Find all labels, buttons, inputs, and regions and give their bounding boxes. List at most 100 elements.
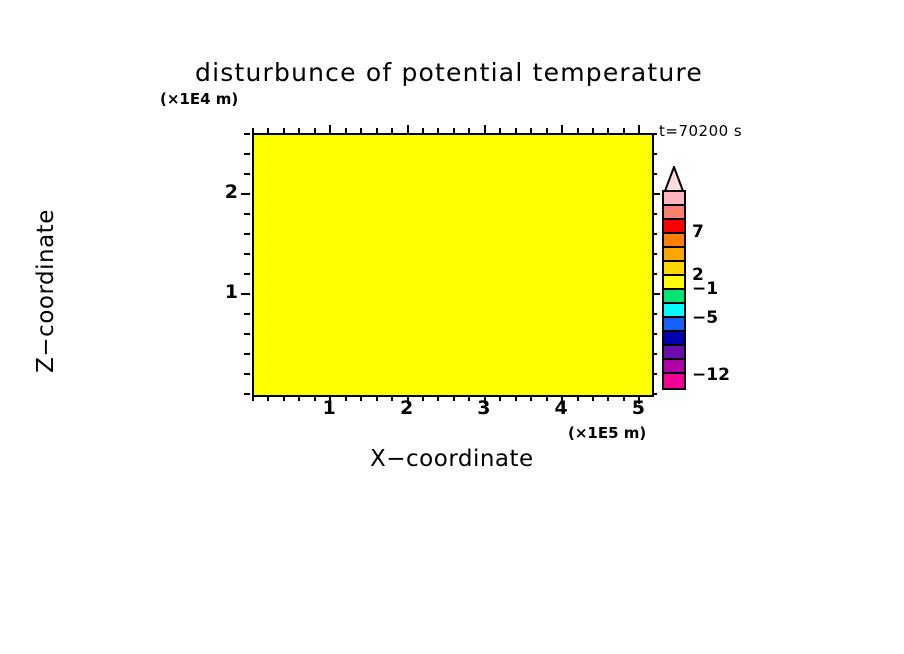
tick-mark	[453, 128, 455, 133]
tick-mark	[298, 395, 300, 401]
tick-mark	[422, 128, 424, 133]
colorbar-segment	[664, 206, 684, 220]
tick-mark	[652, 153, 657, 155]
tick-mark	[244, 173, 250, 175]
tick-mark	[244, 253, 250, 255]
tick-mark	[530, 395, 532, 401]
tick-mark	[652, 233, 657, 235]
temperature-field-heatmap	[254, 135, 652, 395]
tick-mark	[267, 128, 269, 133]
tick-mark	[468, 395, 470, 401]
contour-plot-area	[252, 133, 654, 397]
x-tick-label: 3	[477, 397, 491, 419]
y-tick-label: 2	[224, 181, 238, 203]
colorbar-segment	[664, 192, 684, 206]
title-text: disturbunce of potential temperature	[195, 58, 703, 87]
tick-mark	[652, 213, 657, 215]
colorbar-tick-label: −5	[692, 307, 719, 328]
tick-mark	[241, 293, 250, 295]
tick-mark	[391, 395, 393, 401]
tick-mark	[283, 128, 285, 133]
colorbar-segment	[664, 248, 684, 262]
tick-mark	[298, 128, 300, 133]
colorbar-segment	[664, 304, 684, 318]
tick-mark	[244, 373, 250, 375]
tick-mark	[244, 213, 250, 215]
x-axis-unit-label: (×1E5 m)	[568, 424, 647, 442]
tick-mark	[652, 253, 657, 255]
tick-mark	[592, 128, 594, 133]
tick-mark	[468, 128, 470, 133]
tick-mark	[244, 153, 250, 155]
tick-mark	[244, 313, 250, 315]
tick-mark	[422, 395, 424, 401]
tick-mark	[652, 193, 660, 195]
tick-mark	[592, 395, 594, 401]
tick-mark	[360, 128, 362, 133]
colorbar-segment	[664, 290, 684, 304]
tick-mark	[244, 233, 250, 235]
tick-mark	[652, 273, 657, 275]
colorbar-segment	[664, 346, 684, 360]
tick-mark	[360, 395, 362, 401]
tick-mark	[453, 395, 455, 401]
tick-mark	[391, 128, 393, 133]
tick-mark	[376, 395, 378, 401]
tick-mark	[515, 395, 517, 401]
colorbar-segment	[664, 220, 684, 234]
colorbar-segment	[664, 276, 684, 290]
tick-mark	[484, 395, 486, 404]
tick-mark	[577, 395, 579, 401]
tick-mark	[652, 393, 657, 395]
tick-mark	[329, 125, 331, 133]
tick-mark	[376, 128, 378, 133]
tick-mark	[546, 395, 548, 401]
tick-mark	[407, 395, 409, 404]
y-axis-unit-label: (×1E4 m)	[160, 90, 239, 108]
tick-mark	[244, 333, 250, 335]
colorbar-tick-label: 7	[692, 221, 704, 242]
colorbar-segment	[664, 332, 684, 346]
x-tick-label: 2	[399, 397, 414, 419]
tick-mark	[252, 128, 254, 133]
tick-mark	[546, 128, 548, 133]
page-title: disturbunce of potential temperature	[0, 58, 904, 87]
tick-mark	[515, 128, 517, 133]
tick-mark	[484, 125, 486, 133]
tick-mark	[314, 128, 316, 133]
colorbar-segment	[664, 374, 684, 388]
tick-mark	[623, 395, 625, 401]
x-axis-title: X−coordinate	[370, 446, 534, 472]
tick-mark	[499, 128, 501, 133]
tick-mark	[499, 395, 501, 401]
tick-mark	[638, 395, 640, 404]
tick-mark	[437, 128, 439, 133]
x-tick-label: 5	[631, 397, 646, 419]
timestamp-label: t=70200 s	[659, 122, 743, 140]
x-tick-label: 4	[554, 397, 568, 419]
colorbar-segment	[664, 262, 684, 276]
colorbar-tick-label: −12	[692, 364, 730, 385]
tick-mark	[607, 395, 609, 401]
tick-mark	[652, 373, 657, 375]
tick-mark	[652, 353, 657, 355]
tick-mark	[577, 128, 579, 133]
tick-mark	[244, 353, 250, 355]
tick-mark	[244, 133, 250, 135]
tick-mark	[437, 395, 439, 401]
colorbar	[662, 190, 686, 390]
tick-mark	[314, 395, 316, 401]
tick-mark	[652, 313, 657, 315]
tick-mark	[561, 125, 563, 133]
y-tick-label: 1	[224, 281, 238, 303]
tick-mark	[652, 173, 657, 175]
tick-mark	[345, 128, 347, 133]
tick-mark	[652, 133, 657, 135]
tick-mark	[561, 395, 563, 404]
tick-mark	[267, 395, 269, 401]
tick-mark	[623, 128, 625, 133]
colorbar-segment	[664, 318, 684, 332]
tick-mark	[241, 193, 250, 195]
tick-mark	[652, 293, 660, 295]
tick-mark	[530, 128, 532, 133]
